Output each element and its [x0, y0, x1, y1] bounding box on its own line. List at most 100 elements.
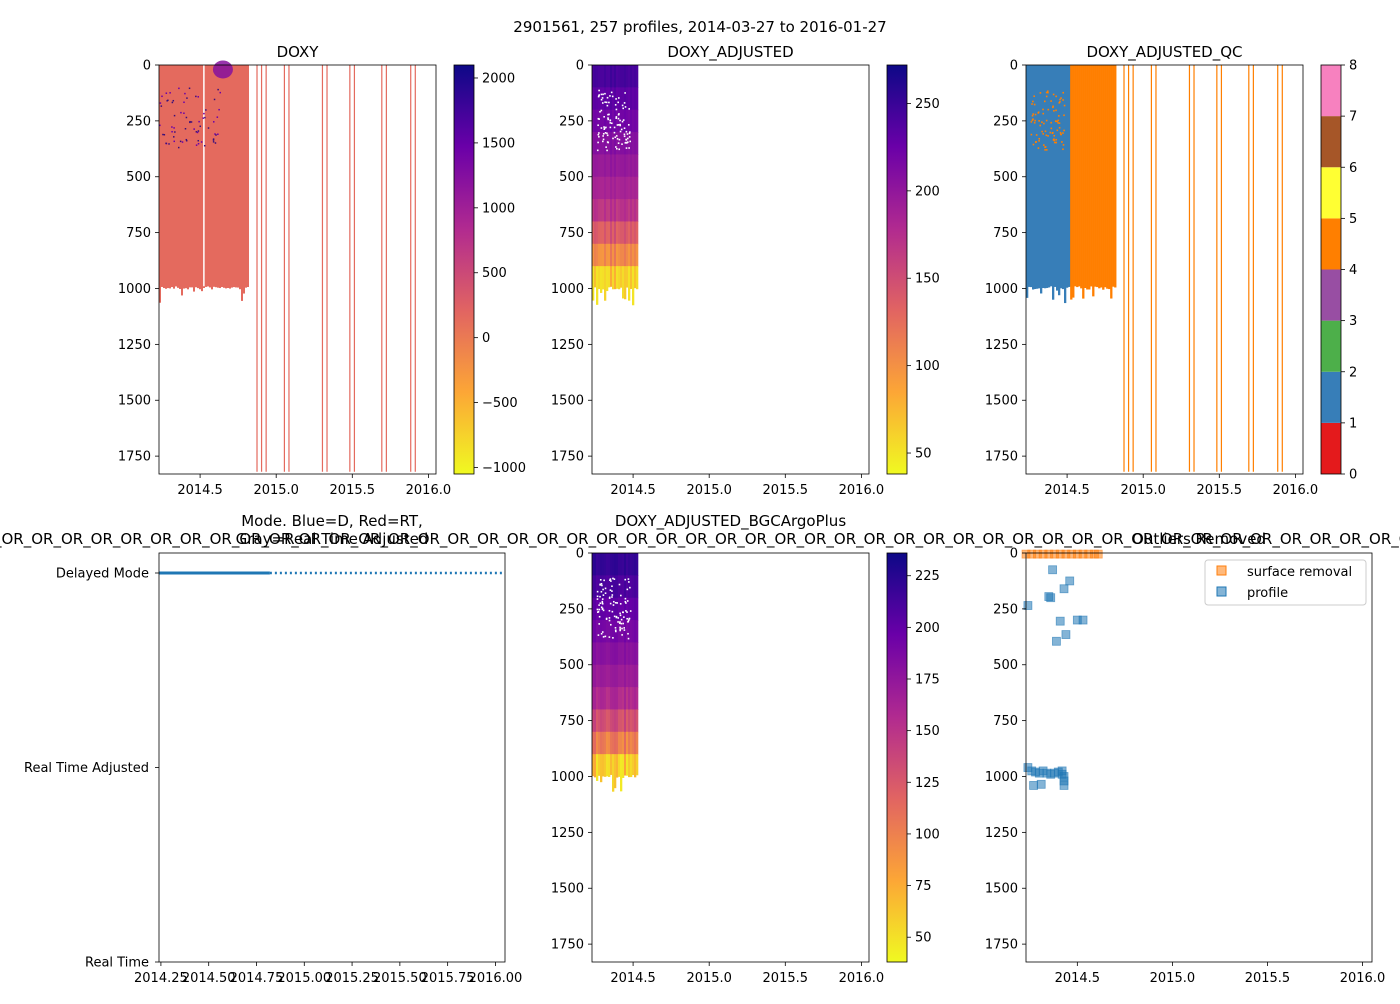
heatmap-cell: [632, 575, 635, 599]
heatmap-gap-dot: [597, 141, 599, 144]
heatmap-gap-dot: [601, 602, 604, 604]
heatmap-cell: [622, 132, 625, 155]
colorbar-segment: [1321, 320, 1341, 372]
heatmap-cell: [636, 664, 639, 688]
heatmap-cell: [600, 642, 603, 666]
heatmap-cell: [630, 553, 633, 576]
heatmap-cell: [592, 243, 595, 267]
heatmap-gap-dot: [601, 102, 604, 104]
heatmap-cell: [594, 132, 597, 155]
plot-mode: 2014.252014.502014.752015.002015.252015.…: [24, 552, 522, 986]
heatmap-cell: [604, 731, 607, 755]
heatmap-cell: [600, 266, 603, 293]
heatmap-cell: [616, 731, 619, 755]
heatmap-cell: [606, 154, 609, 178]
qc-profile: [1127, 65, 1130, 472]
heatmap-cell: [606, 221, 609, 245]
heatmap-cell: [602, 132, 605, 155]
y-tick-label: Real Time: [85, 956, 149, 971]
heatmap-cell: [618, 687, 621, 710]
heatmap-cell: [612, 709, 615, 733]
heatmap-dot: [171, 101, 174, 104]
heatmap-gap-dot: [601, 607, 604, 610]
heatmap-cell: [614, 65, 617, 88]
qc-dot: [1033, 121, 1036, 124]
heatmap-gap-dot: [623, 627, 625, 629]
heatmap-gap-dot: [619, 629, 621, 632]
qc-column: [1062, 65, 1065, 290]
heatmap-column: [183, 65, 185, 289]
heatmap-cell: [622, 709, 625, 733]
heatmap-cell: [602, 154, 605, 178]
heatmap-dot: [162, 133, 164, 136]
colorbar-doxy: −1000 −500 0 500 1000 1500 2000: [453, 64, 526, 476]
heatmap-cell: [594, 754, 597, 778]
heatmap-cell: [628, 87, 631, 111]
y-tick-label: 250: [126, 114, 151, 129]
heatmap-cell: [636, 243, 639, 267]
y-tick-label: 250: [559, 602, 584, 617]
heatmap-cell: [592, 87, 595, 111]
heatmap-cell: [598, 731, 601, 755]
heatmap-cell: [610, 87, 613, 111]
heatmap-cell: [622, 221, 625, 245]
heatmap-cell: [610, 731, 613, 755]
profile-point: [1065, 576, 1075, 586]
heatmap-cell: [634, 664, 637, 688]
heatmap-dot: [190, 121, 193, 123]
heatmap-gap-dot: [612, 600, 615, 603]
y-tick-label: 1000: [985, 282, 1018, 297]
heatmap-cell: [636, 575, 639, 599]
heatmap-gap-dot: [623, 133, 626, 136]
heatmap-cell: [630, 266, 633, 289]
heatmap-dot: [188, 87, 191, 90]
heatmap-gap-dot: [621, 634, 623, 636]
heatmap-gap-dot: [605, 101, 608, 104]
qc-dot: [1044, 146, 1046, 148]
qc-dot: [1053, 139, 1056, 142]
heatmap-cell: [612, 87, 615, 111]
heatmap-cell: [602, 199, 605, 222]
heatmap-cell: [634, 687, 637, 710]
legend-swatch-surface-removal: [1216, 565, 1227, 576]
heatmap-cell: [628, 132, 631, 155]
heatmap-cell: [616, 266, 619, 289]
qc-dot: [1034, 119, 1036, 122]
heatmap-cell: [636, 154, 639, 178]
qc-dot: [1063, 114, 1065, 117]
heatmap-cell: [604, 87, 607, 111]
heatmap-gap-dot: [608, 636, 611, 638]
heatmap-cell: [606, 176, 609, 200]
qc-dot: [1060, 133, 1062, 136]
heatmap-cell: [626, 754, 629, 776]
heatmap-profile: [349, 65, 351, 472]
heatmap-column: [229, 65, 231, 289]
heatmap-cell: [628, 65, 631, 88]
heatmap-gap-dot: [608, 101, 610, 104]
heatmap-gap-dot: [606, 96, 609, 99]
heatmap-cell: [598, 266, 601, 290]
qc-column: [1044, 65, 1047, 289]
qc-column: [1110, 65, 1113, 299]
heatmap-gap-dot: [598, 623, 601, 625]
heatmap-cell: [602, 575, 605, 599]
heatmap-gap-dot: [617, 142, 620, 144]
heatmap-cell: [612, 597, 615, 621]
qc-dot: [1044, 149, 1046, 151]
title-mode-line2: Gray=Real Time Adjusted: [236, 530, 429, 548]
heatmap-cell: [624, 553, 627, 576]
legend-outliers: surface removal profile: [1204, 559, 1367, 606]
panel-doxy-adjusted-bgc: DOXY_ADJUSTED_BGCArgoPlus 2014.5 2015.0 20…: [551, 512, 940, 986]
qc-profile: [1193, 65, 1195, 472]
heatmap-gap-dot: [617, 621, 619, 623]
heatmap-cell: [632, 597, 635, 621]
panel-doxy-adjusted: DOXY_ADJUSTED 2014.5 2015.0 2015.5 2016.002…: [551, 43, 940, 498]
heatmap-gap-dot: [629, 610, 632, 612]
heatmap-cell: [608, 154, 611, 178]
heatmap-column: [227, 65, 229, 288]
heatmap-cell: [604, 154, 607, 178]
heatmap-cell: [630, 597, 633, 621]
qc-dot: [1038, 120, 1040, 122]
heatmap-cell: [596, 176, 599, 200]
heatmap-cell: [608, 664, 611, 688]
